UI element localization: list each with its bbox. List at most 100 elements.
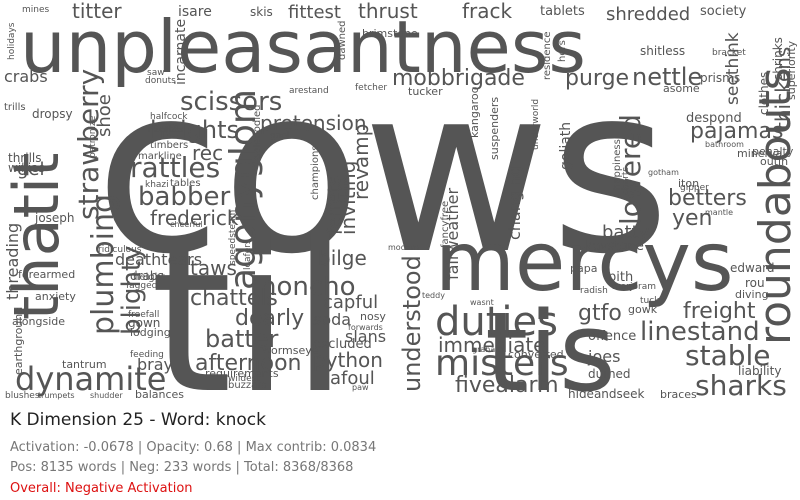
cloud-word-mobbrigade: mobbrigade bbox=[392, 66, 525, 91]
cloud-word-timbers: timbers bbox=[150, 140, 188, 151]
cloud-word-penalty: penalty bbox=[752, 145, 794, 158]
cloud-word-roundabouts: roundabouts bbox=[750, 67, 800, 345]
cloud-word-thrust: thrust bbox=[358, 0, 418, 23]
cloud-word-plumbing: plumbing bbox=[86, 194, 121, 335]
cloud-word-frack: frack bbox=[462, 0, 513, 23]
cloud-word-shrinks: shrinks bbox=[771, 37, 785, 80]
cloud-word-cheerful: cheerful bbox=[170, 220, 203, 229]
cloud-word-happiness: happiness bbox=[612, 139, 623, 190]
cloud-word-abledodied: abledodied bbox=[252, 105, 263, 161]
cloud-word-mantle: mantle bbox=[705, 208, 733, 217]
cloud-word-deathtears: deathtears bbox=[115, 250, 202, 269]
cloud-word-strawberry: strawberry bbox=[72, 69, 105, 220]
cloud-word-lowered: lowered bbox=[614, 114, 647, 225]
cloud-word-stable: stable bbox=[685, 339, 771, 372]
cloud-word-rec: rec bbox=[192, 141, 223, 165]
cloud-word-bracket: bracket bbox=[712, 48, 746, 58]
cloud-word-titter: titter bbox=[72, 0, 122, 23]
cloud-word-suspenders: suspenders bbox=[488, 97, 501, 160]
cloud-word-nettle: nettle bbox=[632, 63, 702, 91]
cloud-word-gowk: gowk bbox=[628, 303, 658, 316]
cloud-word-drabs: drabs bbox=[130, 269, 164, 283]
cloud-word-mines: mines bbox=[22, 5, 50, 15]
cloud-word-tis: tis bbox=[485, 288, 616, 400]
cloud-word-graham: graham bbox=[472, 345, 503, 354]
cloud-word-tucker: tucker bbox=[408, 85, 443, 98]
cloud-word-understood: understood bbox=[398, 255, 426, 392]
cloud-word-rou: rou bbox=[745, 276, 765, 290]
cloud-word-saw: saw bbox=[147, 68, 165, 78]
cloud-word-hideandseek: hideandseek bbox=[568, 387, 645, 400]
cloud-word-paw: paw bbox=[352, 383, 369, 392]
cloud-word-thatit: thatit bbox=[0, 153, 73, 320]
cloud-word-loafers: loafers bbox=[243, 239, 253, 270]
cloud-word-excluded: excluded bbox=[313, 337, 372, 352]
cloud-word-forwards: forwards bbox=[348, 323, 383, 332]
cloud-word-asome: asome bbox=[663, 82, 700, 95]
cloud-word-halfcock: halfcock bbox=[150, 112, 188, 122]
cloud-word-outin: outin bbox=[760, 155, 788, 168]
cloud-word-diving: diving bbox=[735, 288, 769, 301]
cloud-word-rattles: rattles bbox=[130, 151, 220, 184]
cloud-word-revamp: revamp bbox=[349, 124, 373, 200]
cloud-word-taws: taws bbox=[190, 256, 237, 280]
cloud-word-liability: liability bbox=[738, 364, 781, 378]
cloud-word-capful: capful bbox=[323, 292, 378, 313]
cloud-word-buzzard: buzzard bbox=[228, 380, 268, 391]
cloud-word-papa: papa bbox=[570, 262, 597, 275]
cloud-word-cows: cows bbox=[95, 38, 670, 305]
cloud-word-balances: balances bbox=[135, 388, 184, 400]
cloud-word-pretension: pretension bbox=[260, 111, 367, 135]
cloud-word-modern: modern bbox=[388, 243, 419, 252]
cloud-word-tables: tables bbox=[170, 178, 201, 189]
cloud-word-tuck: tuck bbox=[640, 296, 660, 306]
cloud-word-honcho: honcho bbox=[260, 272, 356, 302]
cloud-word-shoe: shoe bbox=[94, 94, 115, 137]
activation-stats: Activation: -0.0678 | Opacity: 0.68 | Ma… bbox=[10, 440, 377, 455]
cloud-word-bilge: bilge bbox=[318, 246, 367, 270]
cloud-word-forearmed: forearmed bbox=[18, 268, 75, 281]
cloud-word-shitless: shitless bbox=[640, 44, 685, 58]
cloud-word-despond: despond bbox=[686, 111, 742, 126]
cloud-word-converted: converted bbox=[508, 348, 564, 361]
cloud-word-gaol: gaol bbox=[270, 131, 289, 141]
cloud-word-heights: heights bbox=[150, 116, 239, 144]
cloud-word-gtfo: gtfo bbox=[578, 301, 622, 326]
cloud-word-speedsteam: speedsteam bbox=[228, 210, 238, 265]
cloud-word-residence: residence bbox=[542, 31, 553, 80]
cloud-word-freight: freight bbox=[683, 299, 756, 324]
cloud-word-gel: gel bbox=[17, 159, 45, 180]
cloud-word-alongside: alongside bbox=[12, 315, 65, 328]
cloud-word-teddy: teddy bbox=[422, 291, 445, 300]
cloud-word-hers: hers bbox=[557, 40, 568, 62]
cloud-word-thickens: thickens bbox=[771, 47, 795, 130]
cloud-word-mudflats: mudflats bbox=[148, 125, 183, 134]
cloud-word-superiority: superiority bbox=[785, 40, 798, 100]
cloud-word-dynamite: dynamite bbox=[15, 360, 166, 398]
cloud-word-shredded: shredded bbox=[606, 4, 690, 25]
cloud-word-sharks: sharks bbox=[695, 369, 787, 400]
cloud-word-isare: isare bbox=[178, 4, 212, 20]
cloud-word-python: python bbox=[313, 348, 383, 372]
cloud-word-scissors: scissors bbox=[180, 87, 282, 117]
cloud-word-bray: bray bbox=[137, 355, 173, 374]
cloud-word-inviting: inviting bbox=[336, 161, 360, 235]
cloud-word-linestand: linestand bbox=[640, 317, 760, 347]
cloud-word-champions: champions bbox=[310, 146, 321, 201]
cloud-word-durned: durned bbox=[588, 367, 631, 381]
cloud-word-betters: betters bbox=[668, 186, 747, 211]
cloud-word-ridiculous: ridiculous bbox=[98, 245, 142, 255]
cloud-word-braces: braces bbox=[660, 388, 697, 400]
cloud-word-height: height bbox=[133, 272, 165, 283]
cloud-word-wasnt: wasnt bbox=[470, 298, 494, 307]
cloud-word-fancyfree: fancyfree bbox=[440, 201, 451, 248]
cloud-word-tablets: tablets bbox=[540, 4, 585, 19]
cloud-word-incarnate: incarnate bbox=[173, 19, 189, 85]
cloud-word-freefall: freefall bbox=[128, 310, 159, 320]
cloud-word-dawned: dawned bbox=[337, 21, 348, 61]
overall-activation: Overall: Negative Activation bbox=[10, 481, 193, 496]
cloud-word-donuts: donuts bbox=[145, 76, 176, 86]
cloud-word-chattels: chattels bbox=[190, 286, 278, 311]
cloud-word-wildest: wildest bbox=[228, 374, 260, 384]
